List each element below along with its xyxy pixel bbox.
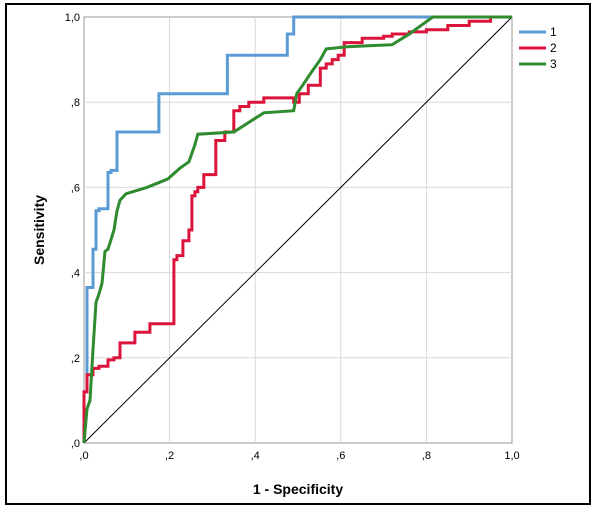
reference-line-group (83, 16, 513, 444)
series-line-1 (82, 15, 512, 443)
legend-label-2: 2 (550, 41, 557, 55)
series-line-3 (82, 15, 512, 444)
y-tick-label-3: ,6 (71, 182, 80, 194)
legend-label-3: 3 (550, 57, 557, 71)
y-tick-label-2: ,4 (71, 268, 80, 280)
series-lines (82, 15, 512, 444)
y-tick-label-0: ,0 (71, 438, 80, 450)
x-tick-label-5: 1,0 (504, 450, 519, 462)
x-tick-label-1: ,2 (165, 450, 174, 462)
series-line-2 (82, 15, 512, 443)
x-tick-label-3: ,6 (336, 450, 345, 462)
legend: 1 2 3 (519, 25, 557, 71)
legend-label-1: 1 (550, 25, 557, 39)
reference-diagonal-line (83, 16, 513, 444)
x-tick-label-2: ,4 (251, 450, 260, 462)
y-tick-label-4: ,8 (71, 97, 80, 109)
y-tick-label-5: 1,0 (65, 12, 80, 24)
y-axis-title: Sensitivity (31, 195, 47, 265)
x-axis-title: 1 - Specificity (253, 481, 343, 497)
x-tick-label-4: ,8 (422, 450, 431, 462)
y-tick-label-1: ,2 (71, 353, 80, 365)
x-tick-label-0: ,0 (79, 450, 88, 462)
tick-labels: ,0 ,2 ,4 ,6 ,8 1,0 ,0 ,2 ,4 ,6 ,8 1,0 (65, 12, 520, 462)
grid-lines (84, 17, 512, 443)
